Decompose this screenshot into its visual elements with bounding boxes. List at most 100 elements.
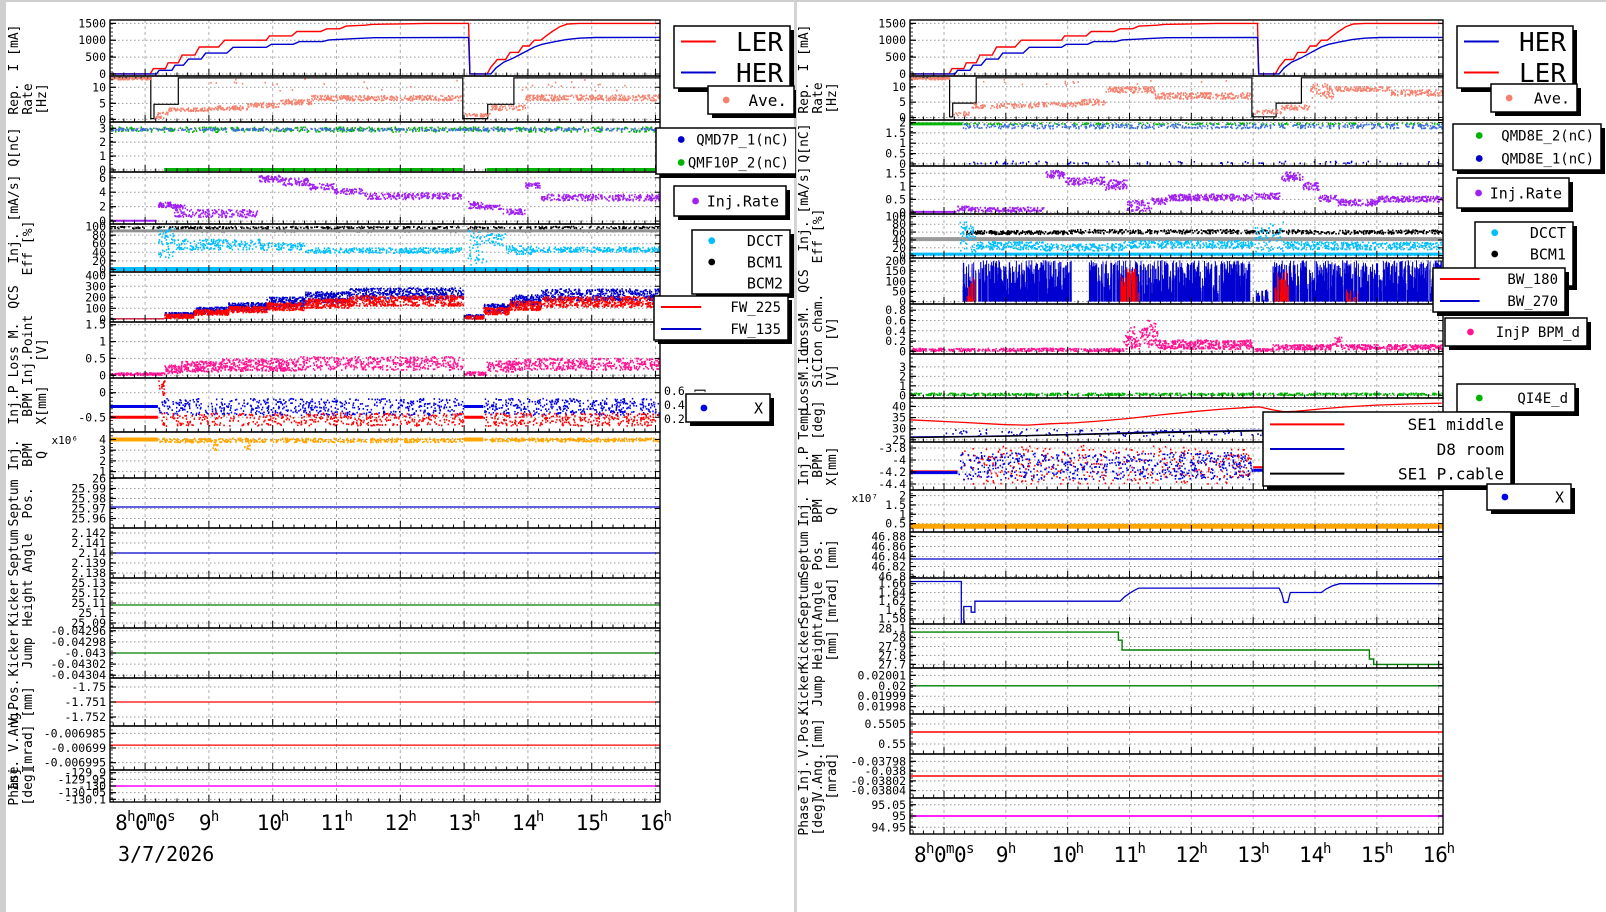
svg-text:D8 room: D8 room: [1437, 440, 1504, 459]
svg-text:-1.751: -1.751: [64, 695, 106, 709]
subplot-losssic: [910, 354, 1443, 398]
svg-text:QMD7P_1(nC): QMD7P_1(nC): [696, 133, 789, 149]
svg-text:0.5: 0.5: [85, 351, 106, 365]
svg-text:27.8: 27.8: [878, 648, 906, 662]
svg-text:s: s: [167, 809, 175, 825]
svg-text:-0.03798: -0.03798: [851, 754, 906, 768]
svg-text:27.9: 27.9: [878, 639, 906, 653]
subplot-lossion: [910, 304, 1443, 354]
svg-text:0.5: 0.5: [885, 147, 906, 161]
svg-text:100: 100: [885, 209, 906, 223]
svg-text:-0.5: -0.5: [78, 410, 106, 424]
subplot-current: [110, 20, 660, 76]
svg-text:HER: HER: [1519, 28, 1566, 58]
svg-text:Inj.P: Inj.P: [7, 385, 22, 424]
svg-text:Inj. V.Ang.: Inj. V.Ang.: [7, 705, 22, 791]
svg-text:h: h: [1447, 841, 1455, 857]
svg-text:-0.03802: -0.03802: [851, 774, 906, 788]
svg-text:9: 9: [199, 811, 212, 835]
svg-text:Ion cham.: Ion cham.: [811, 294, 826, 364]
svg-text:25.98: 25.98: [71, 492, 106, 506]
legend-box: Inj.Rate: [1456, 177, 1573, 212]
svg-text:Inj.: Inj.: [7, 439, 22, 470]
svg-text:Q[nC]: Q[nC]: [7, 127, 22, 166]
svg-text:Kicker: Kicker: [7, 579, 22, 626]
svg-text:Height: Height: [21, 580, 36, 627]
svg-text:0.02001: 0.02001: [858, 668, 907, 682]
svg-text:Kicker: Kicker: [797, 622, 812, 669]
svg-text:h: h: [1138, 841, 1146, 857]
svg-text:40: 40: [92, 245, 106, 259]
svg-text:X[mm]: X[mm]: [35, 385, 50, 424]
svg-text:BPM: BPM: [21, 393, 36, 417]
subplot-eff: [910, 214, 1443, 258]
svg-text:46.88: 46.88: [871, 530, 906, 544]
svg-text:h: h: [281, 809, 289, 825]
legend-box: QMD7P_1(nC) QMF10P_2(nC): [655, 127, 796, 178]
svg-text:Inj.P: Inj.P: [797, 446, 812, 485]
svg-text:94.95: 94.95: [871, 820, 906, 834]
svg-text:0: 0: [99, 163, 106, 177]
svg-text:150: 150: [885, 264, 906, 278]
svg-text:14: 14: [1299, 843, 1324, 867]
svg-text:0.5505: 0.5505: [864, 717, 906, 731]
svg-text:0.01999: 0.01999: [858, 689, 907, 703]
svg-text:DCCT: DCCT: [747, 232, 783, 250]
svg-text:12: 12: [1175, 843, 1200, 867]
svg-text:[mA/s]: [mA/s]: [7, 175, 22, 222]
svg-text:25.96: 25.96: [71, 512, 106, 526]
svg-text:V.Ang.: V.Ang.: [811, 753, 826, 800]
svg-text:[deg]: [deg]: [811, 400, 826, 439]
legend-box: QMD8E_2(nC) QMD8E_1(nC): [1452, 123, 1605, 174]
svg-text:h: h: [1323, 841, 1331, 857]
subplot-septang: [910, 578, 1443, 624]
svg-text:20: 20: [92, 254, 106, 268]
svg-text:4: 4: [99, 185, 106, 199]
svg-text:80: 80: [92, 228, 106, 242]
svg-text:2: 2: [899, 115, 906, 129]
svg-text:FW_225: FW_225: [730, 300, 781, 316]
svg-text:0: 0: [934, 843, 947, 867]
svg-text:Kicker: Kicker: [7, 629, 22, 676]
svg-text:Phase: Phase: [7, 766, 22, 805]
svg-text:QMF10P_2(nC): QMF10P_2(nC): [688, 156, 789, 172]
svg-text:h: h: [472, 809, 480, 825]
svg-text:5: 5: [899, 95, 906, 109]
svg-text:h: h: [345, 809, 353, 825]
svg-text:0.01998: 0.01998: [858, 700, 907, 714]
svg-text:Q: Q: [35, 451, 50, 459]
svg-text:14: 14: [512, 811, 537, 835]
svg-text:1.5: 1.5: [885, 126, 906, 140]
svg-text:0: 0: [899, 295, 906, 309]
svg-text:0.8: 0.8: [885, 303, 906, 317]
svg-text:27.7: 27.7: [878, 657, 906, 671]
svg-text:28: 28: [892, 630, 906, 644]
subplot-qcs: [110, 272, 660, 322]
svg-text:-0.04304: -0.04304: [51, 668, 106, 682]
svg-text:BCM1: BCM1: [747, 253, 783, 271]
svg-text:I [mA]: I [mA]: [7, 25, 22, 72]
svg-text:100: 100: [85, 301, 106, 315]
svg-text:500: 500: [885, 50, 906, 64]
svg-text:2.142: 2.142: [71, 526, 106, 540]
svg-text:1500: 1500: [878, 16, 906, 30]
subplot-phase: [910, 798, 1443, 834]
svg-text:BW_270: BW_270: [1507, 294, 1558, 310]
subplot-kickj: [910, 668, 1443, 714]
svg-text:2.141: 2.141: [71, 536, 106, 550]
svg-text:Inj.: Inj.: [7, 232, 22, 263]
svg-text:25.97: 25.97: [71, 502, 106, 516]
svg-text:h: h: [1199, 841, 1207, 857]
svg-text:QCS: QCS: [797, 269, 812, 292]
svg-text:Septum: Septum: [7, 529, 22, 576]
svg-text:0.4: 0.4: [885, 324, 906, 338]
svg-text:13: 13: [1237, 843, 1262, 867]
svg-text:Inj.Point: Inj.Point: [21, 315, 36, 385]
svg-text:x10⁶: x10⁶: [52, 434, 79, 447]
svg-text:2: 2: [899, 369, 906, 383]
svg-text:46.86: 46.86: [871, 540, 906, 554]
svg-text:1.58: 1.58: [878, 612, 906, 626]
svg-text:10: 10: [92, 80, 106, 94]
